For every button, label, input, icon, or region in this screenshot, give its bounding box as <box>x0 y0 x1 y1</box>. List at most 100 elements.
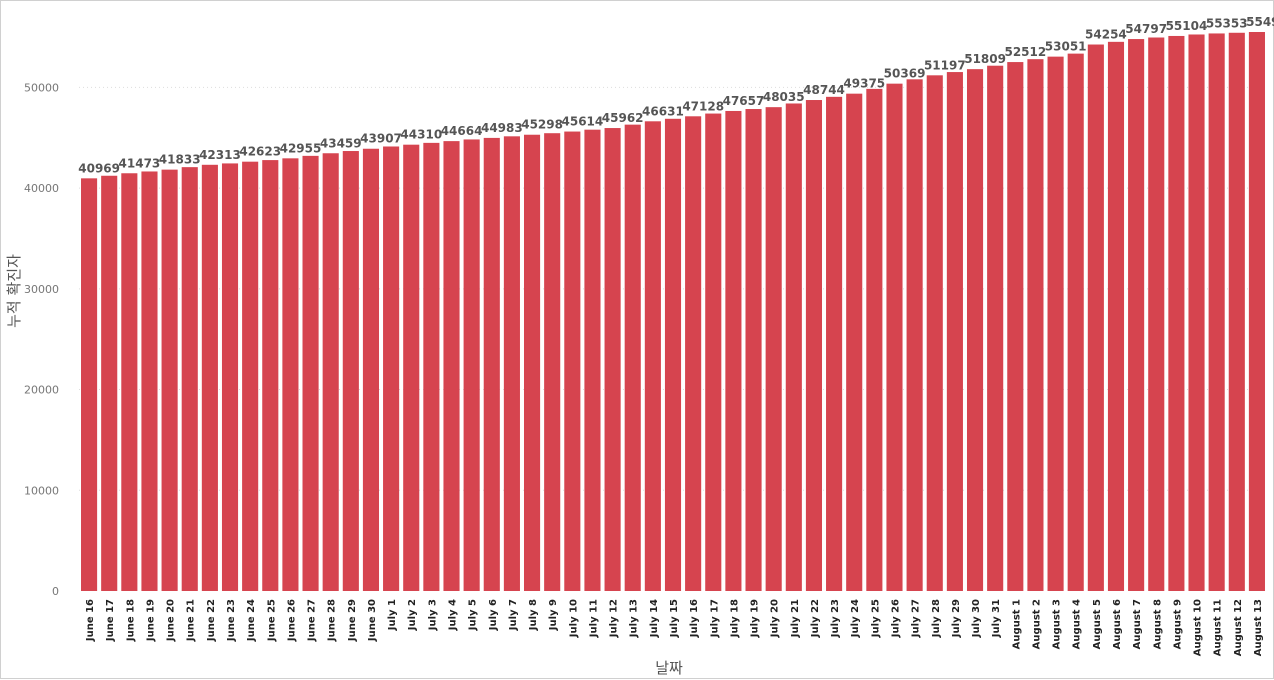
x-tick-label: June 23 <box>226 599 237 642</box>
bar[interactable] <box>745 109 762 591</box>
bar[interactable] <box>946 72 963 592</box>
data-label: 51197 <box>924 58 966 72</box>
bar[interactable] <box>141 171 158 591</box>
bar[interactable] <box>624 124 641 592</box>
bar[interactable] <box>443 141 460 592</box>
x-tick-label: July 16 <box>689 599 700 638</box>
x-tick-label: June 19 <box>145 599 156 642</box>
bar[interactable] <box>725 110 742 592</box>
x-tick-label: June 16 <box>85 599 96 642</box>
bar[interactable] <box>1128 39 1145 591</box>
x-tick-label: June 29 <box>347 599 358 642</box>
data-label: 51809 <box>964 52 1006 66</box>
bar[interactable] <box>121 173 138 592</box>
x-tick-label: July 1 <box>387 599 398 631</box>
bar[interactable] <box>544 133 561 591</box>
bar[interactable] <box>1087 44 1104 591</box>
x-tick-label: August 13 <box>1253 599 1264 656</box>
bar[interactable] <box>463 139 480 592</box>
bar[interactable] <box>383 146 400 592</box>
x-tick-label: July 22 <box>810 599 821 638</box>
bar[interactable] <box>866 88 883 591</box>
bar[interactable] <box>584 129 601 591</box>
bar[interactable] <box>765 107 782 591</box>
bar[interactable] <box>1168 35 1185 591</box>
bar[interactable] <box>403 144 420 591</box>
bar[interactable] <box>362 148 380 591</box>
bar[interactable] <box>604 128 621 591</box>
data-label: 42313 <box>199 148 241 162</box>
bar[interactable] <box>423 142 440 591</box>
bar[interactable] <box>503 136 520 591</box>
bar[interactable] <box>644 121 661 591</box>
bar[interactable] <box>846 93 863 592</box>
bar[interactable] <box>1248 32 1265 591</box>
bar[interactable] <box>201 164 218 592</box>
bar[interactable] <box>926 75 943 591</box>
bar[interactable] <box>685 116 702 591</box>
x-tick-label: June 27 <box>307 599 318 642</box>
bar[interactable] <box>886 83 903 591</box>
bar[interactable] <box>1228 32 1245 592</box>
bar[interactable] <box>1148 37 1165 592</box>
bar[interactable] <box>1107 41 1125 592</box>
bar[interactable] <box>221 163 239 592</box>
x-tick-label: July 10 <box>568 599 579 638</box>
bar[interactable] <box>1027 59 1044 592</box>
data-label: 45614 <box>562 115 604 129</box>
bar[interactable] <box>1047 56 1064 591</box>
bar[interactable] <box>1067 53 1084 591</box>
x-tick-label: July 4 <box>448 599 459 631</box>
x-tick-label: July 8 <box>528 599 539 631</box>
x-tick-label: June 24 <box>246 599 257 642</box>
data-label: 45962 <box>602 111 644 125</box>
bar[interactable] <box>664 118 682 591</box>
bar[interactable] <box>826 96 843 591</box>
x-tick-label: July 17 <box>709 599 720 638</box>
x-tick-label: August 5 <box>1092 599 1103 649</box>
bar[interactable] <box>161 169 178 591</box>
x-tick-label: July 23 <box>830 599 841 638</box>
bar[interactable] <box>785 103 802 592</box>
data-label: 50369 <box>884 67 926 81</box>
bar[interactable] <box>101 175 118 591</box>
bar[interactable] <box>282 158 299 591</box>
y-tick-label: 0 <box>52 585 59 598</box>
bar[interactable] <box>483 137 500 591</box>
bar[interactable] <box>705 113 722 591</box>
bar[interactable] <box>181 167 198 592</box>
bar[interactable] <box>966 69 984 591</box>
x-tick-label: July 29 <box>951 599 962 638</box>
data-label: 43907 <box>360 132 402 146</box>
bar[interactable] <box>302 155 319 591</box>
x-tick-label: June 26 <box>286 599 297 642</box>
bar[interactable] <box>322 153 339 591</box>
data-label: 43459 <box>320 136 362 150</box>
bar[interactable] <box>1007 62 1024 591</box>
bar[interactable] <box>342 151 359 591</box>
data-label: 48744 <box>803 83 845 97</box>
bar[interactable] <box>805 100 823 591</box>
data-label: 55353 <box>1206 16 1248 30</box>
bar[interactable] <box>1208 33 1225 592</box>
bars <box>81 32 1265 592</box>
x-tick-label: July 13 <box>629 599 640 638</box>
bar[interactable] <box>262 160 279 592</box>
data-label: 54254 <box>1085 28 1127 42</box>
x-tick-label: June 30 <box>367 599 378 642</box>
x-tick-label: June 18 <box>125 599 136 642</box>
x-tick-label: July 24 <box>850 599 861 638</box>
bar[interactable] <box>523 134 541 591</box>
x-tick-label: August 12 <box>1233 599 1244 656</box>
data-label: 53051 <box>1045 40 1087 54</box>
x-axis-title: 날짜 <box>655 659 683 677</box>
bar[interactable] <box>1188 34 1205 592</box>
bar[interactable] <box>987 65 1004 591</box>
bar[interactable] <box>906 79 923 591</box>
y-tick-label: 10000 <box>24 484 59 497</box>
bar[interactable] <box>81 178 98 592</box>
bar[interactable] <box>242 161 259 591</box>
x-tick-label: July 6 <box>488 599 499 631</box>
bar[interactable] <box>564 131 581 591</box>
